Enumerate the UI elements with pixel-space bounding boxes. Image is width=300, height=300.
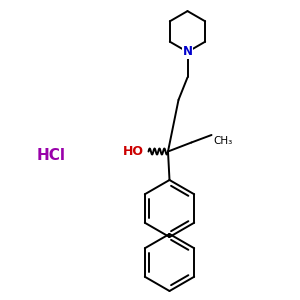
Text: HO: HO xyxy=(123,145,144,158)
Text: CH₃: CH₃ xyxy=(213,136,232,146)
Text: HCl: HCl xyxy=(37,148,65,164)
Text: N: N xyxy=(182,45,193,58)
